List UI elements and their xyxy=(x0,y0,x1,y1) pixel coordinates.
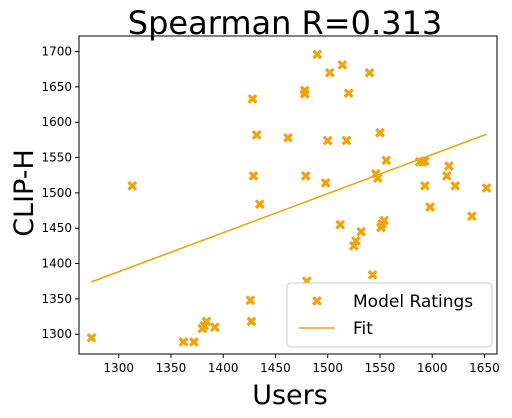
data-point xyxy=(443,161,454,171)
data-point xyxy=(299,89,310,99)
data-point xyxy=(441,170,452,181)
legend-marker-model-ratings xyxy=(312,296,322,306)
data-point xyxy=(375,127,385,138)
y-tick-label: 1400 xyxy=(41,257,72,271)
x-tick-label: 1550 xyxy=(365,361,396,375)
y-tick-label: 1350 xyxy=(41,292,72,306)
x-tick-label: 1500 xyxy=(312,361,343,375)
data-point xyxy=(364,67,375,78)
data-point xyxy=(127,180,138,191)
data-point xyxy=(248,170,259,181)
y-tick-label: 1650 xyxy=(41,80,72,94)
data-point xyxy=(320,178,331,188)
data-point xyxy=(343,88,354,99)
axis-ticks: 1300 1350 1400 1450 1500 1550 1600 1650 1300 1350… xyxy=(41,45,499,375)
data-point xyxy=(372,173,383,183)
data-point xyxy=(450,180,461,191)
y-tick-label: 1550 xyxy=(41,151,72,165)
data-point xyxy=(379,215,390,226)
data-point xyxy=(481,183,492,193)
data-point xyxy=(419,180,430,191)
data-point xyxy=(283,132,293,143)
data-point xyxy=(337,60,348,70)
y-tick-label: 1300 xyxy=(41,327,72,341)
data-point xyxy=(247,93,258,104)
x-tick-label: 1450 xyxy=(260,361,291,375)
data-point xyxy=(381,155,392,166)
data-point xyxy=(324,67,335,78)
data-point xyxy=(312,49,323,60)
y-tick-label: 1450 xyxy=(41,221,72,235)
data-point xyxy=(425,202,436,212)
data-point xyxy=(322,135,333,146)
x-tick-label: 1300 xyxy=(103,361,134,375)
data-point xyxy=(335,219,346,230)
legend-box xyxy=(286,282,493,348)
data-point xyxy=(251,130,262,140)
data-point xyxy=(86,332,97,343)
legend: Model Ratings Fit xyxy=(286,282,493,348)
data-point xyxy=(300,170,311,181)
legend-label-model-ratings: Model Ratings xyxy=(353,292,473,312)
data-point xyxy=(178,337,189,347)
legend-label-fit: Fit xyxy=(353,319,373,339)
data-point xyxy=(201,316,212,327)
data-point xyxy=(419,156,430,167)
data-point xyxy=(246,316,257,327)
data-point xyxy=(245,295,256,306)
x-tick-label: 1350 xyxy=(156,361,187,375)
data-points xyxy=(86,49,492,347)
x-tick-label: 1600 xyxy=(417,361,448,375)
plot-frame xyxy=(78,35,498,355)
data-point xyxy=(189,337,199,347)
data-point xyxy=(356,226,367,237)
data-point xyxy=(341,135,352,146)
y-axis-label: CLIP-H xyxy=(9,149,40,237)
x-axis-label: Users xyxy=(252,380,328,411)
y-tick-label: 1700 xyxy=(41,45,72,59)
data-point xyxy=(209,322,220,333)
data-point xyxy=(367,269,378,280)
data-point xyxy=(466,211,477,222)
data-point xyxy=(254,199,265,210)
x-tick-label: 1650 xyxy=(469,361,500,375)
plot-area xyxy=(78,35,498,355)
y-tick-label: 1600 xyxy=(41,115,72,129)
data-point xyxy=(350,236,361,246)
y-tick-label: 1500 xyxy=(41,186,72,200)
x-tick-label: 1400 xyxy=(208,361,239,375)
